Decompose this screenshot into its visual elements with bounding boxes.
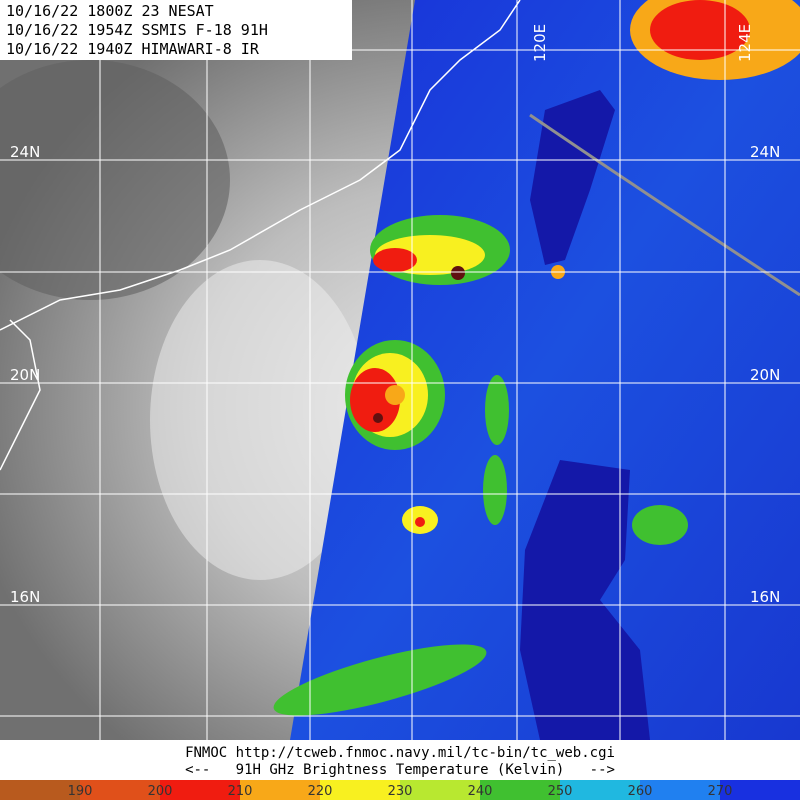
colorbar-segment — [640, 780, 721, 800]
colorbar-label: 200 — [148, 784, 173, 799]
colorbar-label: 210 — [228, 784, 253, 799]
colorbar: 190 200 210 220 230 240 250 260 270 — [0, 780, 800, 800]
cloud-shade — [0, 60, 230, 300]
convection — [273, 0, 800, 716]
lat-label: 20N — [10, 366, 40, 384]
header-box — [0, 0, 352, 60]
header-line: 10/16/22 1800Z 23 NESAT — [6, 2, 214, 20]
taiwan — [530, 90, 615, 265]
colorbar-segment — [480, 780, 561, 800]
colorbar-segment — [720, 780, 800, 800]
lat-label: 24N — [750, 143, 780, 161]
colorbar-label: 260 — [628, 784, 653, 799]
colorbar-label: 240 — [468, 784, 493, 799]
colorbar-segment — [80, 780, 161, 800]
colorbar-label: 230 — [388, 784, 413, 799]
lat-label: 16N — [10, 588, 40, 606]
colorbar-label: 250 — [548, 784, 573, 799]
colorbar-label: 220 — [308, 784, 333, 799]
colorbar-segment — [240, 780, 321, 800]
coastline — [0, 0, 521, 331]
colorbar-segment — [160, 780, 241, 800]
footer-source: FNMOC http://tcweb.fnmoc.navy.mil/tc-bin… — [185, 745, 615, 761]
header-line: 10/16/22 1954Z SSMIS F-18 91H — [6, 21, 268, 39]
lon-label: 124E — [736, 24, 754, 62]
cloud-band — [150, 260, 370, 580]
header-line: 10/16/22 1940Z HIMAWARI-8 IR — [6, 40, 260, 58]
lon-label: 120E — [531, 24, 549, 62]
luzon — [520, 460, 650, 740]
microwave-swath — [290, 0, 800, 740]
lat-label: 20N — [750, 366, 780, 384]
lat-label: 24N — [10, 143, 40, 161]
coastline — [0, 319, 41, 471]
footer-caption: <-- 91H GHz Brightness Temperature (Kelv… — [185, 762, 615, 778]
colorbar-label: 270 — [708, 784, 733, 799]
footer — [0, 740, 800, 780]
colorbar-segment — [320, 780, 401, 800]
colorbar-segment — [400, 780, 481, 800]
colorbar-segment — [560, 780, 641, 800]
swath-edge — [529, 113, 800, 297]
colorbar-segment — [0, 780, 81, 800]
lat-label: 16N — [750, 588, 780, 606]
colorbar-label: 190 — [68, 784, 93, 799]
grid — [0, 0, 800, 740]
